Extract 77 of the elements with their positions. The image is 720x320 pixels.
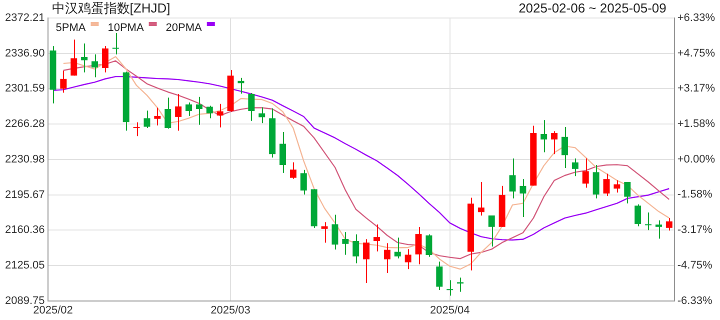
candlestick <box>540 120 548 153</box>
candlestick <box>258 106 266 124</box>
candlestick <box>342 232 349 256</box>
candlestick <box>488 214 495 247</box>
y-tick-label: 2089.75 <box>4 294 45 307</box>
y-tick-label: 2266.28 <box>4 118 45 130</box>
candlestick <box>102 46 108 73</box>
chart-title: 中汉鸡蛋指数[ZHJD] <box>52 0 170 16</box>
candlestick <box>374 224 380 252</box>
candlestick <box>321 222 328 244</box>
candlestick <box>352 234 360 264</box>
candlestick <box>645 212 652 231</box>
candlestick <box>216 103 224 128</box>
y2-tick-label: -3.17% <box>677 224 712 236</box>
candlestick <box>551 130 558 155</box>
candlestick <box>457 277 464 292</box>
y-tick-label: 2301.59 <box>4 82 45 95</box>
candlestick <box>624 182 631 204</box>
candlestick <box>70 39 78 76</box>
candlestick <box>186 102 192 116</box>
candlestick <box>290 162 296 180</box>
candlestick <box>206 105 213 119</box>
y2-tick-label: +0.00% <box>677 153 716 166</box>
candlestick <box>363 238 370 284</box>
legend-label: 5PMA <box>56 22 86 34</box>
x-tick-label: 2025/02 <box>33 304 73 316</box>
legend-label: 20PMA <box>166 22 203 34</box>
candlestick <box>404 248 412 270</box>
candlestick <box>154 107 161 126</box>
candlestick <box>384 242 390 274</box>
candlestick <box>655 220 662 240</box>
y-tick-label: 2160.36 <box>4 224 45 236</box>
candlestick <box>478 182 484 216</box>
y-tick-label: 2195.67 <box>4 188 45 201</box>
candlestick <box>175 94 182 132</box>
y2-tick-label: +1.58% <box>677 118 716 130</box>
candlestick <box>426 234 432 258</box>
candlestick <box>520 178 526 218</box>
candlestick <box>436 261 443 291</box>
candlestick <box>112 32 119 55</box>
candlestick <box>666 218 672 231</box>
candlestick <box>144 110 150 129</box>
candlestick <box>634 204 642 227</box>
candlestick <box>582 158 589 188</box>
y2-tick-label: +4.75% <box>677 47 716 60</box>
y2-tick-label: -4.75% <box>677 260 712 272</box>
candlestick <box>300 169 307 196</box>
candlestick <box>92 54 98 78</box>
x-tick-label: 2025/03 <box>210 304 250 316</box>
candlestick <box>446 280 454 296</box>
candlestick <box>509 158 516 199</box>
y2-tick-label: -1.58% <box>677 188 712 201</box>
candlestick <box>60 70 67 94</box>
candlestick <box>196 96 202 126</box>
candlestick <box>81 43 88 73</box>
candlestick <box>415 226 422 265</box>
y-tick-label: 2230.98 <box>4 153 45 166</box>
y2-tick-label: -6.33% <box>677 294 712 307</box>
candlestick <box>561 126 568 168</box>
candlestick <box>248 92 255 122</box>
y-tick-label: 2372.21 <box>4 12 45 24</box>
candlestick <box>164 97 172 130</box>
candlestick <box>614 180 620 194</box>
y-tick-label: 2336.90 <box>4 47 45 60</box>
candlestick <box>133 122 140 137</box>
legend-label: 10PMA <box>108 22 144 34</box>
y2-tick-label: +6.33% <box>677 12 716 24</box>
y-tick-label: 2125.05 <box>4 259 45 272</box>
candlestick <box>603 173 610 196</box>
chart-subtitle: 2025-02-06 ~ 2025-05-09 <box>518 0 666 16</box>
candlestick <box>332 214 338 250</box>
y2-tick-label: +3.17% <box>677 82 716 95</box>
candlestick <box>572 158 578 177</box>
candlestick <box>592 164 600 199</box>
x-tick-label: 2025/04 <box>430 304 470 316</box>
candlestick <box>280 131 286 174</box>
candlestick <box>394 237 401 259</box>
